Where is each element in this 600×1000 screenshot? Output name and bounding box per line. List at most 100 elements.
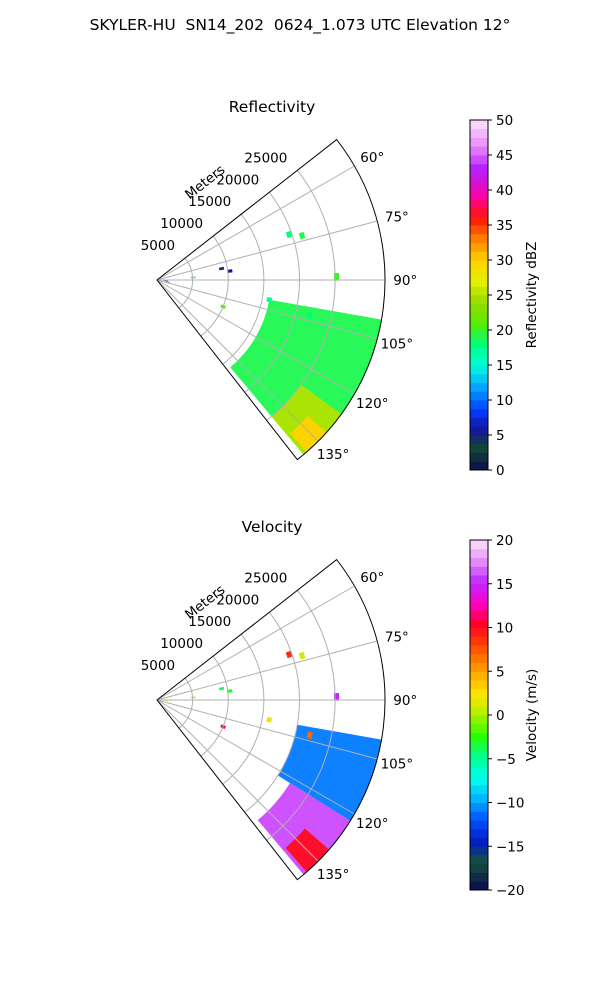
colorbar-tick-label: 0 xyxy=(496,708,505,724)
colorbar-tick-label: 25 xyxy=(496,288,513,304)
colorbar-band xyxy=(470,225,488,235)
echo-point xyxy=(190,696,196,699)
colorbar-band xyxy=(470,365,488,375)
colorbar-label: Velocity (m/s) xyxy=(524,669,540,762)
colorbar-band xyxy=(470,303,488,313)
echo-region-main-echo xyxy=(277,724,382,821)
colorbar-band xyxy=(470,872,488,882)
echo-point xyxy=(190,276,196,279)
colorbar-band xyxy=(470,233,488,243)
echo-point xyxy=(218,686,225,691)
colorbar-band xyxy=(470,566,488,576)
colorbar-band xyxy=(470,863,488,873)
colorbar-band xyxy=(470,347,488,357)
colorbar-band xyxy=(470,758,488,768)
colorbar-band xyxy=(470,618,488,628)
colorbar-band xyxy=(470,260,488,270)
colorbar-band xyxy=(470,391,488,401)
colorbar-band xyxy=(470,321,488,331)
range-tick-label: 15000 xyxy=(188,614,231,630)
colorbar-band xyxy=(470,128,488,138)
colorbar-band xyxy=(470,750,488,760)
colorbar-band xyxy=(470,662,488,672)
reflectivity-colorbar: 0 5 10 15 20 25 30 35 40 45 50 Reflectivity dBZ xyxy=(469,113,540,479)
azimuth-spoke xyxy=(156,699,319,862)
reflectivity-grid xyxy=(156,138,386,461)
range-ring xyxy=(266,590,336,841)
colorbar-tick-label: −10 xyxy=(496,796,525,812)
colorbar-band xyxy=(470,268,488,278)
range-ring xyxy=(222,633,265,785)
colorbar-band xyxy=(470,540,488,550)
reflectivity-panel: Reflectivity 5000 10000 15000 20000 25000 Met… xyxy=(0,90,600,510)
echo-point xyxy=(298,651,306,660)
azimuth-tick-label: 75° xyxy=(385,629,409,645)
colorbar-band xyxy=(470,855,488,865)
colorbar-band xyxy=(470,198,488,208)
colorbar-band xyxy=(470,636,488,646)
colorbar-band xyxy=(470,767,488,777)
range-tick-label: 25000 xyxy=(244,570,287,586)
echo-point xyxy=(165,281,171,283)
echo-point xyxy=(306,311,313,320)
range-ring xyxy=(200,235,229,337)
colorbar-tick-label: −20 xyxy=(496,883,525,899)
azimuth-tick-label: 60° xyxy=(360,570,384,586)
colorbar-tick-label: 15 xyxy=(496,577,513,593)
colorbar-band xyxy=(470,417,488,427)
colorbar-band xyxy=(470,146,488,156)
range-tick-label: 15000 xyxy=(188,194,231,210)
sector-outline xyxy=(156,138,386,461)
colorbar-band xyxy=(470,732,488,742)
colorbar-band xyxy=(470,382,488,392)
colorbar-tick-label: 20 xyxy=(496,533,513,549)
sector-outline xyxy=(156,558,386,881)
echo-point xyxy=(227,269,233,273)
colorbar-band xyxy=(470,680,488,690)
echo-point xyxy=(218,266,225,271)
colorbar-band xyxy=(470,741,488,751)
colorbar-band xyxy=(470,120,488,130)
colorbar-band xyxy=(470,190,488,200)
colorbar-band xyxy=(470,242,488,252)
colorbar-band xyxy=(470,338,488,348)
velocity-labels: 500010000150002000025000Meters60°75°90°1… xyxy=(141,570,417,883)
reflectivity-labels: 500010000150002000025000Meters60°75°90°1… xyxy=(141,150,417,463)
azimuth-spoke xyxy=(156,165,355,281)
velocity-colorbar: −20 −15 −10 −5 0 5 10 15 20 Velocity (m/s) xyxy=(469,533,540,899)
azimuth-tick-label: 90° xyxy=(393,273,417,289)
azimuth-spoke xyxy=(156,699,355,815)
colorbar-tick-label: 30 xyxy=(496,253,513,269)
echo-point xyxy=(266,297,273,303)
colorbar-band xyxy=(470,163,488,173)
range-ring xyxy=(178,257,194,309)
colorbar-band xyxy=(470,330,488,340)
colorbar-tick-label: 15 xyxy=(496,358,513,374)
range-ring xyxy=(266,170,336,421)
azimuth-tick-label: 120° xyxy=(356,396,389,412)
range-tick-label: 25000 xyxy=(244,150,287,166)
range-ring xyxy=(178,677,194,729)
range-ring xyxy=(244,611,300,813)
colorbar-band xyxy=(470,645,488,655)
colorbar-band xyxy=(470,277,488,287)
colorbar-band xyxy=(470,846,488,856)
colorbar-band xyxy=(470,776,488,786)
colorbar-band xyxy=(470,715,488,725)
colorbar-tick-label: −15 xyxy=(496,839,525,855)
colorbar-tick-label: 35 xyxy=(496,218,513,234)
colorbar-band xyxy=(470,557,488,567)
colorbar-band xyxy=(470,452,488,462)
colorbar-tick-label: 10 xyxy=(496,621,513,637)
figure-title: SKYLER-HU SN14_202 0624_1.073 UTC Elevat… xyxy=(89,16,511,34)
colorbar-band xyxy=(470,793,488,803)
azimuth-tick-label: 75° xyxy=(385,209,409,225)
velocity-grid xyxy=(156,558,386,881)
colorbar-band xyxy=(470,295,488,305)
colorbar-band xyxy=(470,671,488,681)
range-tick-label: 10000 xyxy=(160,636,203,652)
colorbar-band xyxy=(470,802,488,812)
range-ring xyxy=(200,655,229,757)
colorbar-band xyxy=(470,548,488,558)
azimuth-spoke xyxy=(156,279,319,442)
